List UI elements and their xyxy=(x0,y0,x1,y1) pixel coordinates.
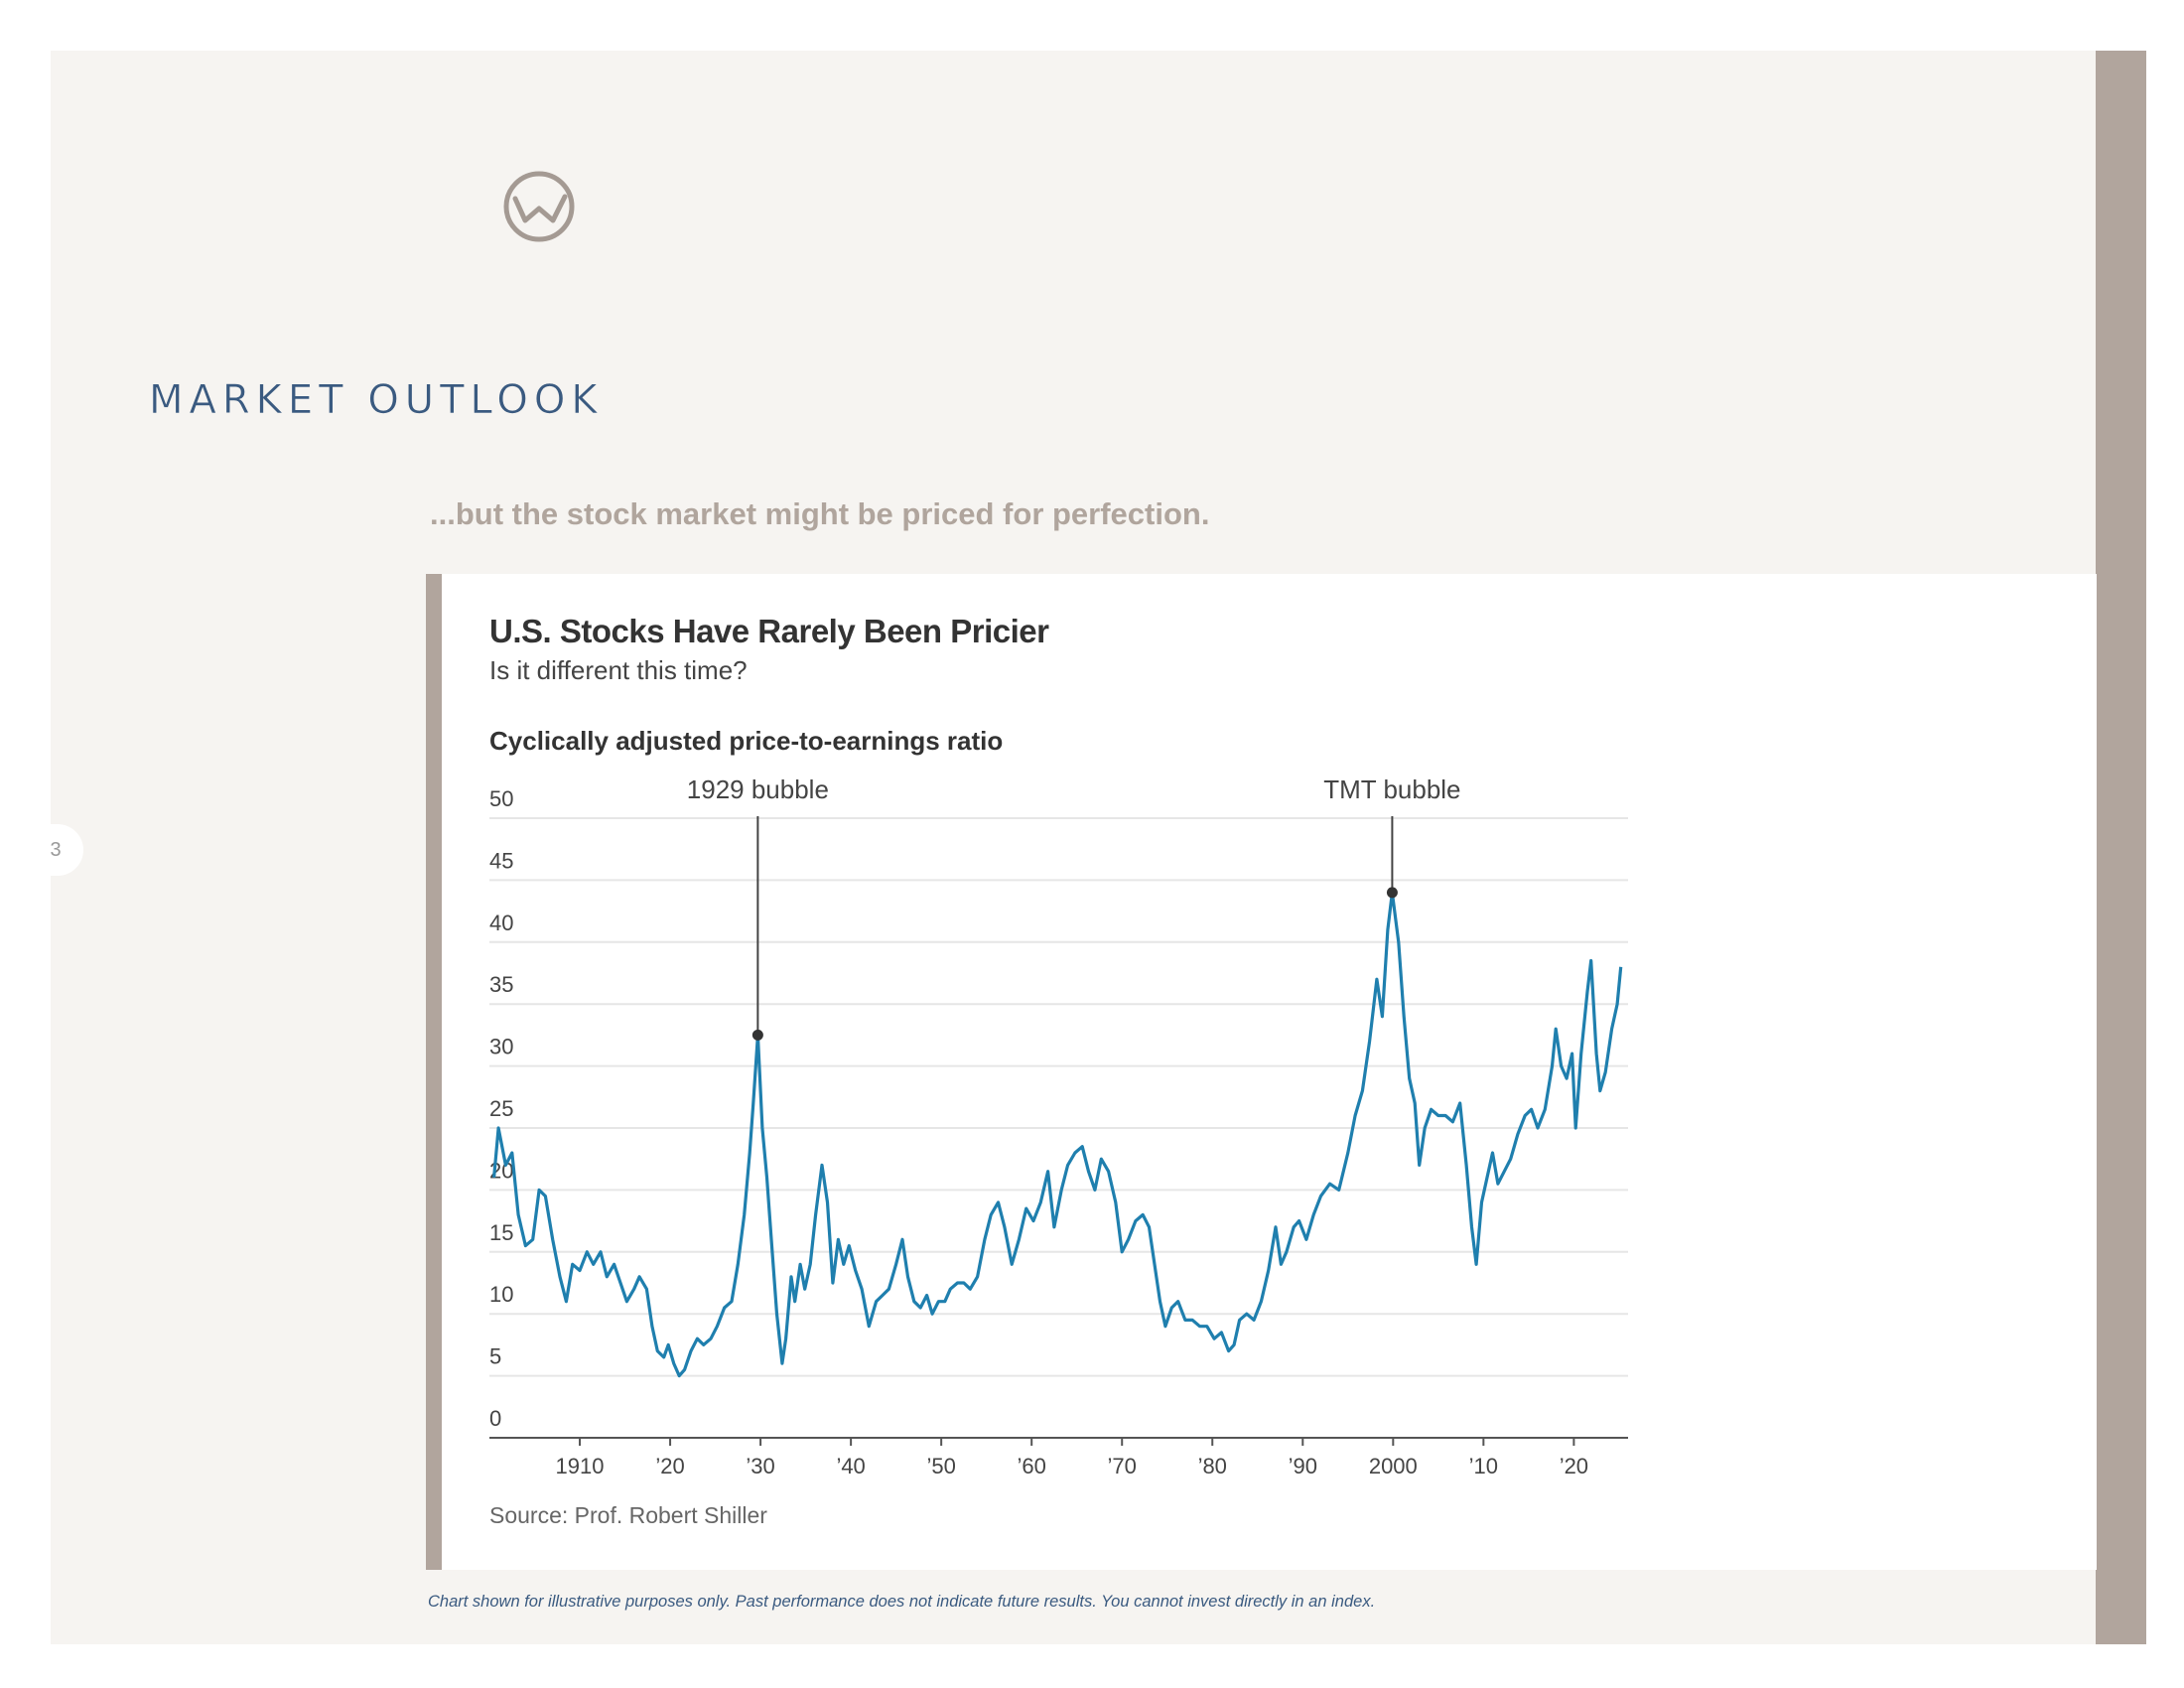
section-title: MARKET OUTLOOK xyxy=(149,377,604,424)
circle-w-logo-icon xyxy=(503,171,575,242)
series-line-cape xyxy=(492,891,1623,1378)
annotation-label: TMT bubble xyxy=(1323,774,1460,804)
y-tick-label: 45 xyxy=(489,848,513,873)
grid-layer xyxy=(489,817,1628,1446)
x-tick-label: ’80 xyxy=(1198,1454,1227,1478)
x-tick-label: ’50 xyxy=(926,1454,955,1478)
x-tick-label: ’30 xyxy=(746,1454,774,1478)
y-tick-label: 10 xyxy=(489,1282,513,1307)
x-tick-label: ’70 xyxy=(1108,1454,1137,1478)
chart-metric-label: Cyclically adjusted price-to-earnings ra… xyxy=(489,726,1004,756)
chart-source: Source: Prof. Robert Shiller xyxy=(489,1502,767,1528)
x-tick-label: 1910 xyxy=(556,1454,605,1478)
x-tick-label: ’20 xyxy=(655,1454,684,1478)
x-tick-label: ’10 xyxy=(1469,1454,1498,1478)
right-rail xyxy=(2096,51,2146,1644)
x-tick-label: ’20 xyxy=(1560,1454,1588,1478)
chart-panel xyxy=(426,574,2097,1570)
x-tick-label: ’60 xyxy=(1018,1454,1046,1478)
annotation-label: 1929 bubble xyxy=(687,774,829,804)
page-subtitle: ...but the stock market might be priced … xyxy=(430,496,1210,531)
chart-title: U.S. Stocks Have Rarely Been Pricier xyxy=(489,613,1049,649)
annotation-point xyxy=(1386,887,1398,899)
y-tick-label: 30 xyxy=(489,1035,513,1059)
label-layer: 051015202530354045501910’20’30’40’50’60’… xyxy=(489,786,1588,1478)
y-tick-label: 15 xyxy=(489,1220,513,1245)
page-number-tab: 3 xyxy=(36,824,83,876)
y-tick-label: 35 xyxy=(489,972,513,997)
x-tick-label: ’90 xyxy=(1289,1454,1317,1478)
y-tick-label: 5 xyxy=(489,1344,501,1369)
y-tick-label: 40 xyxy=(489,911,513,935)
x-tick-label: ’40 xyxy=(836,1454,865,1478)
y-tick-label: 50 xyxy=(489,786,513,811)
disclaimer-text: Chart shown for illustrative purposes on… xyxy=(428,1593,1376,1611)
annotation-layer: 1929 bubble TMT bubble xyxy=(687,774,1461,1041)
annotation-point xyxy=(751,1029,763,1041)
line-layer xyxy=(492,891,1623,1378)
chart-subtitle: Is it different this time? xyxy=(489,655,748,685)
y-tick-label: 0 xyxy=(489,1406,501,1431)
x-tick-label: 2000 xyxy=(1369,1454,1418,1478)
chart-accent-bar xyxy=(426,574,442,1570)
y-tick-label: 25 xyxy=(489,1096,513,1121)
